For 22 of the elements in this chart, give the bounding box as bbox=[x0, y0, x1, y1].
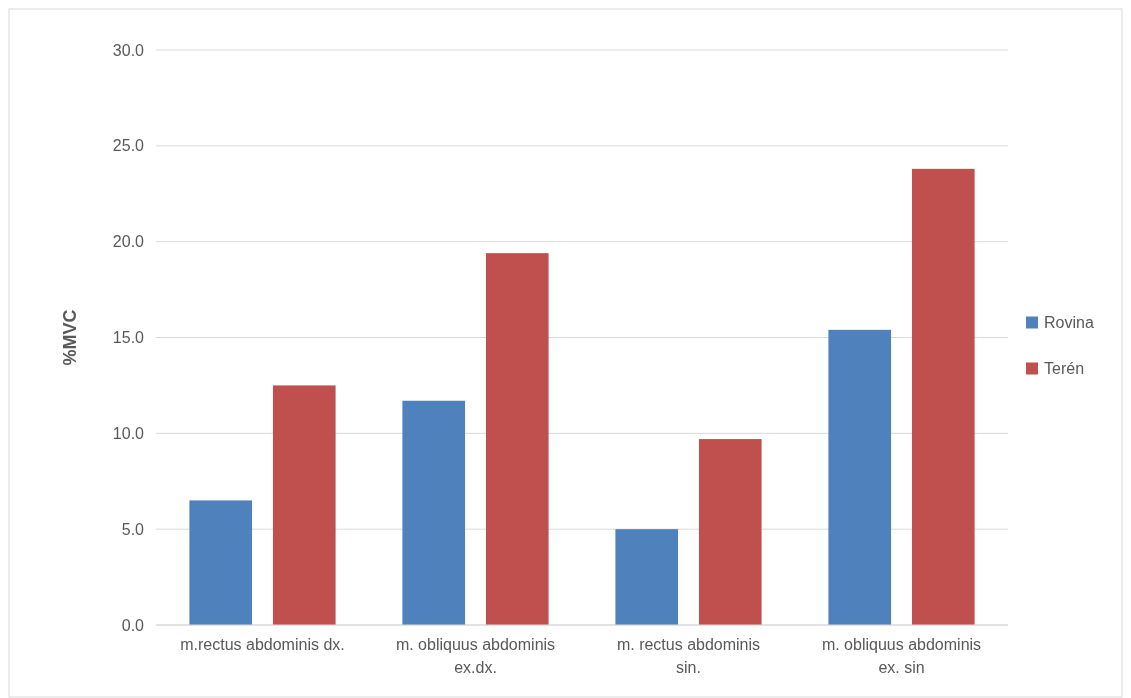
legend-label: Terén bbox=[1044, 360, 1085, 378]
y-tick-label: 15.0 bbox=[112, 329, 145, 347]
x-tick-label: m. obliquus abdominis ex.dx. bbox=[395, 636, 556, 676]
x-tick-label: m. obliquus abdominis ex. sin bbox=[821, 636, 982, 676]
y-tick-label: 10.0 bbox=[112, 424, 145, 442]
y-tick-label: 30.0 bbox=[112, 41, 145, 59]
bar bbox=[189, 500, 253, 625]
y-axis-title: %MVC bbox=[60, 309, 80, 366]
bar bbox=[828, 329, 892, 625]
y-tick-label: 0.0 bbox=[121, 616, 145, 634]
y-tick-label: 5.0 bbox=[121, 520, 145, 538]
legend-label: Rovina bbox=[1044, 314, 1094, 332]
x-tick-label: m.rectus abdominis dx. bbox=[180, 636, 345, 653]
bar bbox=[698, 439, 762, 625]
bar bbox=[485, 253, 549, 625]
x-tick-label: m. rectus abdominis sin. bbox=[616, 636, 761, 676]
y-tick-label: 20.0 bbox=[112, 233, 145, 251]
y-tick-label: 25.0 bbox=[112, 137, 145, 155]
bar bbox=[402, 400, 466, 625]
bar bbox=[272, 385, 336, 625]
bar bbox=[911, 168, 975, 625]
bar bbox=[615, 529, 679, 625]
